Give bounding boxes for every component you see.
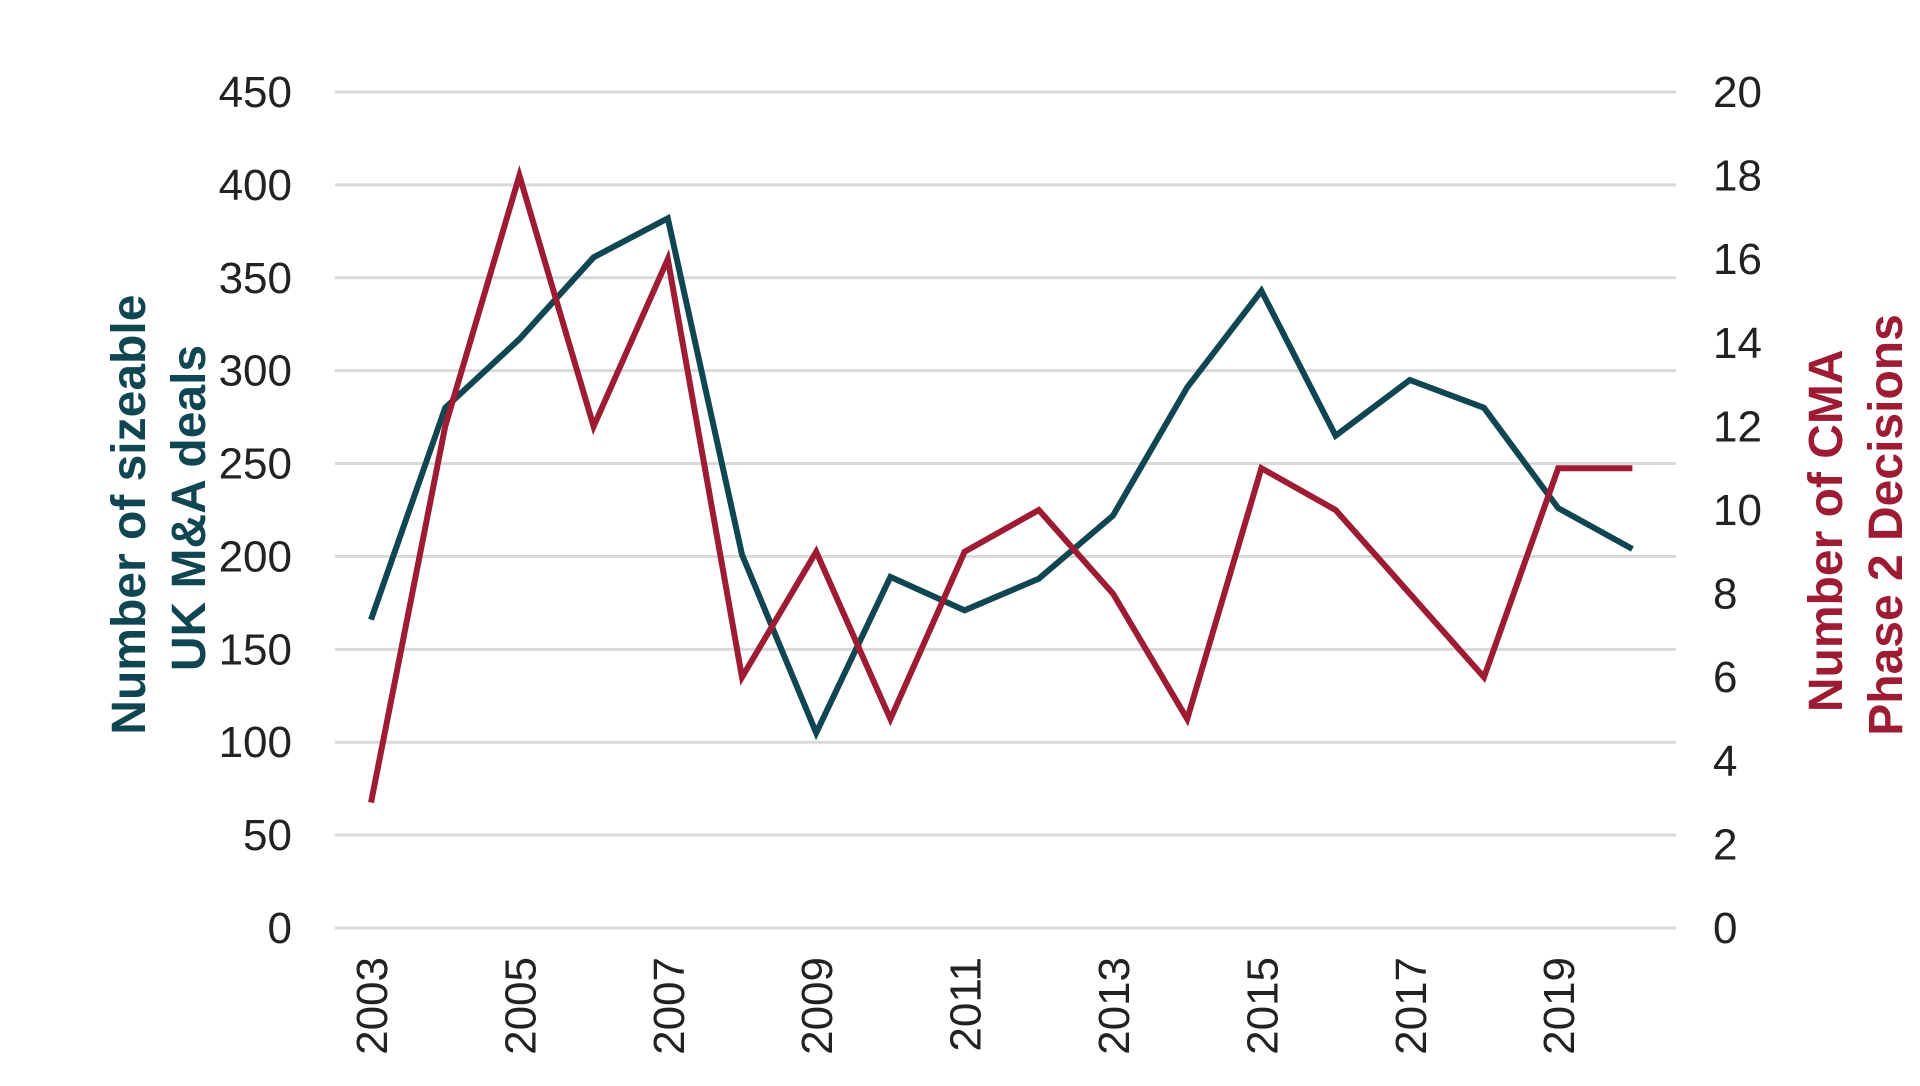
- x-tick-label: 2005: [496, 957, 545, 1055]
- left-tick-label: 50: [243, 811, 292, 860]
- left-tick-label: 400: [219, 161, 292, 210]
- right-tick-label: 14: [1713, 319, 1762, 368]
- left-axis-ticks: 0 50 100 150 200 250 300 350 400 450: [219, 68, 292, 953]
- x-tick-label: 2007: [645, 957, 694, 1055]
- series-line-uk-ma-deals: [368, 213, 1634, 741]
- right-tick-label: 16: [1713, 235, 1762, 284]
- left-axis-title-line-1: Number of sizeable: [103, 295, 156, 735]
- left-tick-label: 300: [219, 347, 292, 396]
- left-tick-label: 250: [219, 440, 292, 489]
- right-tick-label: 4: [1713, 737, 1737, 786]
- series-line-cma-phase2-decisions: [368, 165, 1633, 804]
- right-tick-label: 20: [1713, 68, 1762, 117]
- x-tick-label: 2011: [942, 957, 991, 1052]
- right-axis-title: Number of CMA Phase 2 Decisions: [1800, 314, 1913, 736]
- left-axis-title-line-2: UK M&A deals: [163, 345, 216, 671]
- x-tick-label: 2019: [1535, 957, 1584, 1055]
- left-tick-label: 200: [219, 532, 292, 581]
- left-tick-label: 0: [268, 904, 292, 953]
- right-tick-label: 12: [1713, 402, 1762, 451]
- right-axis-title-line-2: Phase 2 Decisions: [1860, 314, 1913, 736]
- x-tick-label: 2017: [1387, 957, 1436, 1055]
- x-tick-label: 2015: [1238, 957, 1287, 1055]
- x-axis-ticks: 2003 2005 2007 2009 2011 2013 2015 2017 2019: [348, 957, 1584, 1055]
- x-tick-label: 2009: [793, 957, 842, 1055]
- x-tick-label: 2013: [1090, 957, 1139, 1055]
- right-axis-ticks: 0 2 4 6 8 10 12 14 16 18 20: [1713, 68, 1762, 953]
- right-tick-label: 8: [1713, 570, 1737, 619]
- left-axis-title: Number of sizeable UK M&A deals: [103, 281, 216, 734]
- x-tick-label: 2003: [348, 957, 397, 1055]
- gridlines: [335, 90, 1676, 930]
- right-tick-label: 6: [1713, 653, 1737, 702]
- right-tick-label: 10: [1713, 486, 1762, 535]
- right-axis-title-line-1: Number of CMA: [1800, 350, 1853, 712]
- series-lines: [368, 165, 1634, 804]
- left-tick-label: 450: [219, 68, 292, 117]
- right-tick-label: 2: [1713, 820, 1737, 869]
- right-tick-label: 0: [1713, 904, 1737, 953]
- right-tick-label: 18: [1713, 152, 1762, 201]
- left-tick-label: 100: [219, 718, 292, 767]
- left-tick-label: 350: [219, 254, 292, 303]
- left-tick-label: 150: [219, 625, 292, 674]
